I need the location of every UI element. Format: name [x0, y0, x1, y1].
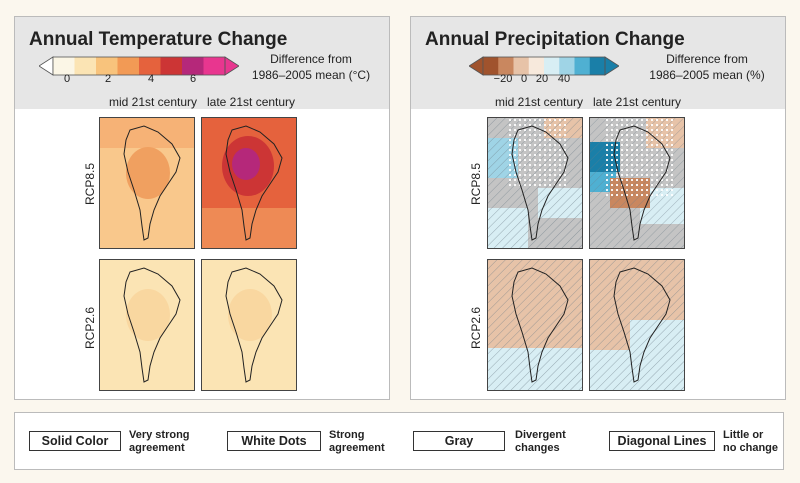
colorbar-swatch	[160, 57, 183, 75]
precipitation-panel: Annual Precipitation Change −20 0 20 40 …	[410, 16, 786, 400]
key-white-dots-desc-1: Strong	[329, 429, 365, 441]
precip-caption-line1: Difference from	[666, 52, 748, 66]
temp-caption-line2: 1986–2005 mean (°C)	[251, 68, 371, 82]
colorbar-swatch	[498, 57, 514, 75]
key-solid-color-box: Solid Color	[29, 431, 121, 451]
temp-col-mid: mid 21st century	[109, 95, 198, 109]
key-diagonal-lines-box: Diagonal Lines	[609, 431, 715, 451]
temp-map-rcp26-late	[201, 259, 297, 391]
colorbar-swatch	[117, 57, 140, 75]
precip-map-rcp26-late	[589, 259, 685, 391]
precip-col-mid: mid 21st century	[495, 95, 584, 109]
temp-row-rcp26: RCP2.6	[83, 306, 98, 350]
colorbar-swatch	[139, 57, 161, 75]
agreement-key: Solid Color Very strong agreement White …	[14, 412, 784, 470]
key-gray-desc: Divergent changes	[515, 429, 566, 455]
temp-caption: Difference from 1986–2005 mean (°C)	[241, 51, 381, 83]
precip-row-rcp85: RCP8.5	[469, 162, 484, 206]
precip-row-rcp26: RCP2.6	[469, 306, 484, 350]
key-solid-color-desc: Very strong agreement	[129, 429, 190, 455]
colorbar-swatch	[589, 57, 606, 75]
key-solid-color-desc-1: Very strong	[129, 429, 190, 441]
colorbar-swatch	[182, 57, 204, 75]
precip-tick-0: −20	[493, 73, 513, 85]
temp-tick-0: 0	[63, 73, 71, 85]
precip-colorbar	[469, 56, 619, 76]
precip-caption: Difference from 1986–2005 mean (%)	[637, 51, 777, 83]
precip-tick-1: 0	[520, 73, 528, 85]
colorbar-swatch	[574, 57, 591, 75]
key-gray-desc-1: Divergent	[515, 429, 566, 441]
temperature-panel: Annual Temperature Change 0 2 4 6 Differ…	[14, 16, 390, 400]
key-solid-color-desc-2: agreement	[129, 442, 185, 454]
precip-caption-line2: 1986–2005 mean (%)	[649, 68, 765, 82]
colorbar-swatch	[544, 57, 560, 75]
temp-row-rcp85: RCP8.5	[83, 162, 98, 206]
colorbar-swatch	[53, 57, 75, 75]
precip-tick-3: 40	[557, 73, 571, 85]
key-diagonal-lines-desc-1: Little or	[723, 429, 764, 441]
temp-map-rcp85-mid	[99, 117, 195, 249]
colorbar-swatch	[203, 57, 226, 75]
colorbar-swatch	[559, 57, 575, 75]
key-white-dots-box: White Dots	[227, 431, 321, 451]
temp-map-rcp85-late	[201, 117, 297, 249]
key-white-dots-desc-2: agreement	[329, 442, 385, 454]
colorbar-swatch	[528, 57, 545, 75]
temperature-title: Annual Temperature Change	[29, 29, 288, 50]
colorbar-swatch	[513, 57, 530, 75]
colorbar-swatch	[74, 57, 97, 75]
temp-tick-1: 2	[104, 73, 112, 85]
key-diagonal-lines-desc: Little or no change	[723, 429, 778, 455]
precip-title: Annual Precipitation Change	[425, 29, 685, 50]
key-gray-desc-2: changes	[515, 442, 560, 454]
temperature-colorbar	[39, 56, 239, 76]
temp-col-late: late 21st century	[207, 95, 296, 109]
precip-map-rcp85-late	[589, 117, 685, 249]
precip-map-rcp26-mid	[487, 259, 583, 391]
precip-tick-2: 20	[535, 73, 549, 85]
precip-map-rcp85-mid	[487, 117, 583, 249]
colorbar-swatch	[483, 57, 499, 75]
precip-col-late: late 21st century	[593, 95, 682, 109]
temp-map-rcp26-mid	[99, 259, 195, 391]
temp-tick-2: 4	[147, 73, 155, 85]
colorbar-swatch	[96, 57, 118, 75]
temp-tick-3: 6	[189, 73, 197, 85]
key-gray-box: Gray	[413, 431, 505, 451]
temp-caption-line1: Difference from	[270, 52, 352, 66]
key-white-dots-desc: Strong agreement	[329, 429, 385, 455]
key-diagonal-lines-desc-2: no change	[723, 442, 779, 454]
